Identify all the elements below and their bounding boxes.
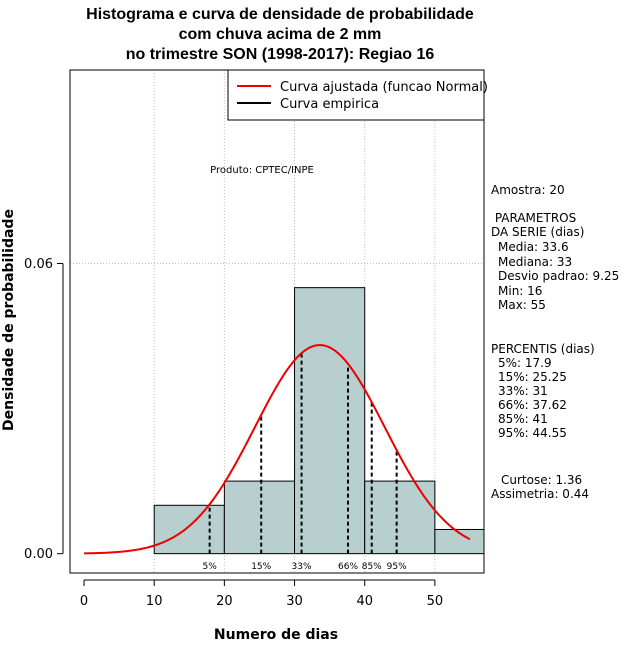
chart-title-line-3: no trimestre SON (1998-2017): Regiao 16	[125, 46, 435, 63]
param-min: Min: 16	[498, 284, 543, 298]
fitted-normal-curve	[84, 344, 471, 555]
x-tick-label-1: 10	[146, 594, 163, 609]
chart-title-line-2: com chuva acima de 2 mm	[178, 26, 382, 43]
param-sd: Desvio padrao: 9.25	[498, 269, 620, 283]
x-tick-label-4: 40	[356, 594, 373, 609]
sample-size: Amostra: 20	[491, 183, 565, 197]
param-mean: Media: 33.6	[498, 240, 569, 254]
legend-fitted-label: Curva ajustada (funcao Normal)	[280, 80, 488, 95]
percentile-85: 85%: 41	[498, 412, 548, 426]
y-axis-label: Densidade de probabilidade	[1, 209, 17, 431]
percentile-66: 66%: 37.62	[498, 398, 567, 412]
x-tick-label-5: 50	[427, 594, 444, 609]
chart-title-line-1: Histograma e curva de densidade de proba…	[86, 6, 474, 23]
percentile-lines: 5% 15% 33% 66% 85% 95%	[202, 353, 407, 572]
percentile-33: 33%: 31	[498, 384, 548, 398]
percentile-label-1: 15%	[251, 562, 271, 572]
percentile-5: 5%: 17.9	[498, 356, 552, 370]
histogram-bars	[153, 287, 485, 555]
param-median: Mediana: 33	[498, 255, 573, 269]
y-tick-label-1: 0.06	[24, 257, 53, 272]
percentile-label-2: 33%	[292, 562, 312, 572]
x-tick-label-3: 30	[286, 594, 303, 609]
histogram-bar-2	[294, 287, 366, 555]
axes: 0 10 20 30 40 50 0.00 0.06	[24, 257, 443, 609]
x-axis-label: Numero de dias	[214, 627, 338, 643]
percentile-95: 95%: 44.55	[498, 426, 567, 440]
histogram-bar-3	[364, 480, 436, 555]
skewness: Assimetria: 0.44	[491, 487, 590, 501]
legend-box	[227, 69, 485, 121]
product-label: Produto: CPTEC/INPE	[210, 165, 314, 176]
percentile-label-4: 85%	[362, 562, 382, 572]
y-tick-label-0: 0.00	[24, 547, 53, 562]
percentile-label-5: 95%	[387, 562, 407, 572]
fitted-curve-group	[84, 344, 471, 555]
x-tick-label-0: 0	[80, 594, 88, 609]
histogram-bar-1	[223, 480, 296, 555]
histogram-bar-0	[153, 504, 225, 555]
percentile-label-3: 66%	[338, 562, 358, 572]
percentile-label-0: 5%	[202, 562, 217, 572]
param-max: Max: 55	[498, 298, 546, 312]
legend: Curva ajustada (funcao Normal) Curva emp…	[227, 69, 488, 121]
x-tick-label-2: 20	[216, 594, 233, 609]
kurtosis: Curtose: 1.36	[501, 473, 583, 487]
params-title-2: DA SERIE (dias)	[491, 225, 585, 239]
params-title-1: PARAMETROS	[491, 211, 577, 225]
percentile-15: 15%: 25.25	[498, 370, 567, 384]
percentiles-title: PERCENTIS (dias)	[491, 342, 595, 356]
legend-empirical-label: Curva empirica	[280, 97, 379, 112]
